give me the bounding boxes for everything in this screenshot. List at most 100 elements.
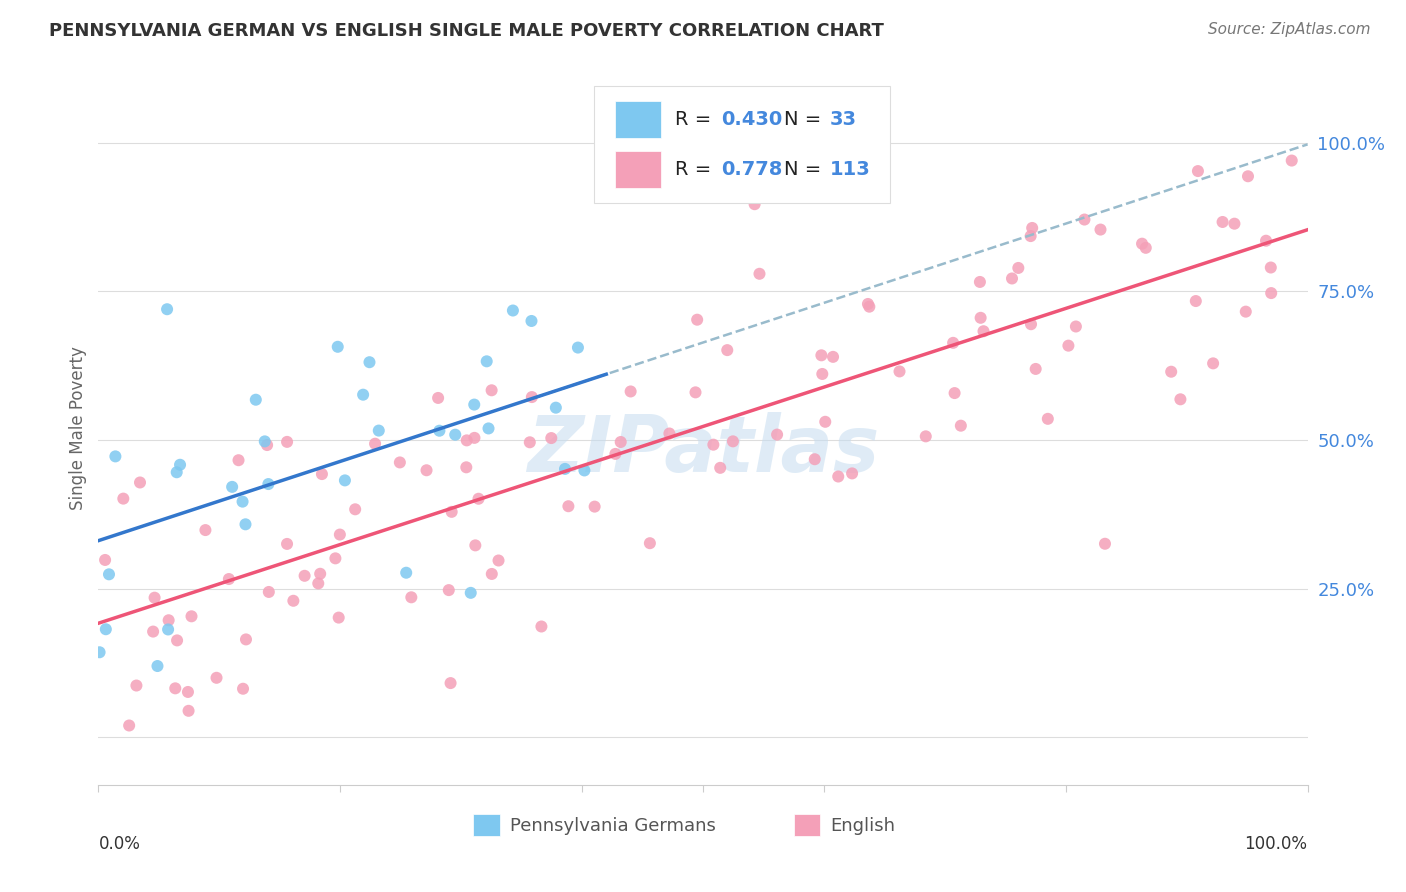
Point — [1281, 153, 1303, 168]
Point — [519, 435, 541, 450]
Point — [1130, 236, 1153, 251]
Point — [177, 704, 200, 718]
Point — [329, 527, 352, 541]
Point — [841, 467, 863, 481]
Point — [488, 553, 510, 567]
Point — [456, 434, 478, 448]
Point — [439, 676, 461, 690]
Point — [166, 633, 188, 648]
Point — [540, 431, 562, 445]
Text: Source: ZipAtlas.com: Source: ZipAtlas.com — [1208, 22, 1371, 37]
Point — [481, 566, 503, 581]
Text: R =: R = — [675, 110, 717, 128]
Text: Pennsylvania Germans: Pennsylvania Germans — [509, 817, 716, 835]
Point — [914, 429, 936, 443]
Point — [257, 477, 280, 491]
Point — [283, 594, 305, 608]
Point — [166, 465, 188, 479]
Point — [112, 491, 135, 506]
Point — [827, 469, 849, 483]
FancyBboxPatch shape — [614, 101, 661, 137]
Point — [1057, 338, 1080, 352]
Point — [245, 392, 267, 407]
Y-axis label: Single Male Poverty: Single Male Poverty — [69, 346, 87, 510]
Point — [1187, 164, 1209, 178]
Point — [228, 453, 250, 467]
Text: 0.430: 0.430 — [721, 110, 782, 128]
Point — [1254, 234, 1277, 248]
Point — [889, 364, 911, 378]
Point — [1223, 217, 1246, 231]
Point — [1170, 392, 1192, 407]
Point — [1260, 286, 1282, 301]
Point — [367, 424, 389, 438]
Point — [709, 460, 731, 475]
Point — [143, 591, 166, 605]
Text: ZIPatlas: ZIPatlas — [527, 411, 879, 488]
Point — [294, 569, 316, 583]
Point — [89, 645, 111, 659]
Point — [1185, 293, 1208, 308]
Point — [1237, 169, 1260, 184]
Point — [720, 187, 742, 202]
Point — [716, 343, 738, 358]
Point — [218, 572, 240, 586]
Point — [142, 624, 165, 639]
Point — [1019, 317, 1042, 331]
Point — [146, 659, 169, 673]
Point — [1019, 229, 1042, 244]
Point — [1212, 215, 1234, 229]
Point — [530, 619, 553, 633]
Point — [311, 467, 333, 481]
Point — [686, 312, 709, 326]
Point — [973, 324, 995, 338]
Text: 0.778: 0.778 — [721, 160, 783, 178]
Point — [427, 391, 450, 405]
FancyBboxPatch shape — [595, 86, 890, 203]
Text: 100.0%: 100.0% — [1244, 835, 1308, 853]
Point — [98, 567, 121, 582]
Point — [811, 367, 834, 381]
Point — [440, 505, 463, 519]
Point — [328, 610, 350, 624]
Point — [658, 426, 681, 441]
Point — [344, 502, 367, 516]
Text: R =: R = — [675, 160, 717, 178]
Point — [94, 622, 117, 636]
Point — [544, 401, 567, 415]
Point — [1160, 365, 1182, 379]
Point — [165, 681, 187, 696]
Point — [1260, 260, 1282, 275]
Point — [1090, 222, 1112, 236]
Point — [463, 431, 485, 445]
Point — [177, 685, 200, 699]
Point — [620, 384, 643, 399]
Point — [460, 586, 482, 600]
Point — [257, 585, 280, 599]
FancyBboxPatch shape — [793, 814, 820, 837]
Point — [352, 387, 374, 401]
Point — [942, 335, 965, 350]
Point — [309, 566, 332, 581]
Point — [1001, 271, 1024, 285]
Point — [276, 434, 298, 449]
Point — [557, 500, 579, 514]
Point — [1064, 319, 1087, 334]
Point — [437, 583, 460, 598]
Point — [429, 424, 451, 438]
Point — [949, 418, 972, 433]
Point — [232, 494, 254, 508]
Point — [169, 458, 191, 472]
Point — [444, 427, 467, 442]
Point — [1135, 241, 1157, 255]
Point — [1073, 212, 1095, 227]
Point — [814, 415, 837, 429]
Point — [475, 354, 498, 368]
Text: N =: N = — [785, 110, 828, 128]
Point — [638, 536, 661, 550]
Text: N =: N = — [785, 160, 828, 178]
Point — [748, 267, 770, 281]
Point — [1202, 356, 1225, 370]
Point — [702, 438, 724, 452]
Point — [520, 314, 543, 328]
